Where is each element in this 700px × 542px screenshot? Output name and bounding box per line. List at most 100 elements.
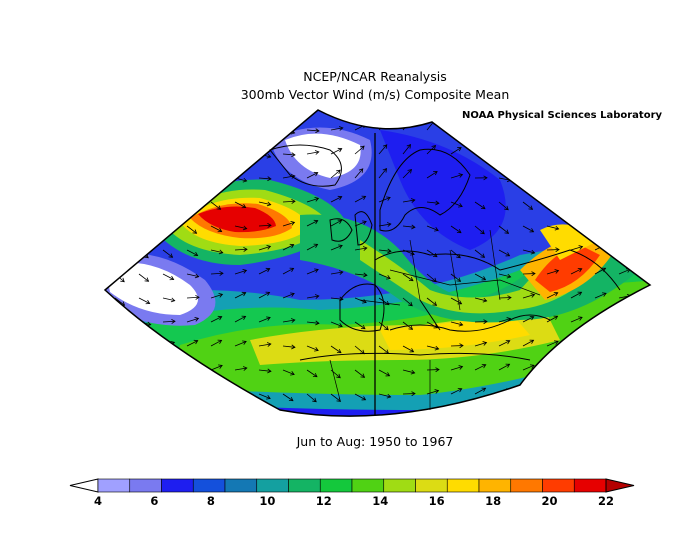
wind-arrow [618,129,631,132]
wind-arrow [570,369,583,372]
colorbar-swatch [351,478,385,493]
colorbar-swatch [161,478,194,493]
wind-arrow [234,269,247,275]
wind-arrow [330,169,341,179]
wind-arrow-head [291,199,296,204]
wind-arrow [474,123,486,131]
wind-arrow-head [529,315,535,321]
wind-arrow-head [219,127,224,133]
wind-arrow [258,224,272,227]
colorbar-swatch [288,478,321,493]
colorbar-min-arrow [69,478,99,493]
wind-arrow-head [338,270,344,275]
colorbar-tick-label: 6 [150,494,158,508]
wind-arrow [114,389,127,395]
wind-arrow [210,272,224,275]
wind-arrow [498,126,511,131]
wind-arrow-head [122,389,128,394]
wind-arrow-head [408,301,413,307]
wind-arrow-head [290,174,296,179]
wind-arrow [426,249,438,258]
wind-arrow [450,321,463,326]
wind-arrow-head [411,224,416,230]
wind-arrow [330,321,343,327]
wind-arrow-head [171,175,176,181]
wind-arrow [450,249,461,258]
wind-arrow-head [505,339,511,345]
wind-arrow-head [123,200,128,206]
wind-arrow [282,221,295,227]
wind-arrow-head [313,171,319,177]
wind-arrow [162,249,173,258]
wind-arrow [186,126,199,131]
wind-arrow-head [601,243,607,249]
wind-arrow [426,273,437,282]
wind-arrow-head [242,366,248,371]
wind-arrow [354,393,366,401]
wind-arrow [210,153,223,157]
wind-arrow-head [362,246,368,251]
wind-arrow [210,225,222,232]
wind-arrow [258,245,271,251]
wind-arrow-head [554,269,560,274]
wind-arrow-head [456,277,462,282]
wind-arrow [354,321,366,330]
wind-arrow-head [362,299,367,304]
wind-arrow-head [337,195,343,201]
wind-arrow [186,317,199,323]
wind-arrow-head [289,243,295,249]
wind-arrow-head [555,392,560,398]
wind-arrow-head [602,292,607,297]
colorbar-tick-label: 18 [485,494,501,508]
wind-arrow-head [314,150,320,155]
wind-arrow-head [266,130,272,135]
wind-arrow-head [145,299,151,305]
wind-arrow [522,249,535,254]
wind-arrow [642,297,650,300]
wind-arrow [618,295,631,299]
wind-arrow [570,316,583,323]
wind-arrow [354,273,367,276]
wind-arrow-head [458,173,464,178]
wind-arrow-head [554,365,560,371]
wind-arrow [546,367,559,371]
wind-arrow [258,317,271,323]
wind-arrow-head [433,171,438,176]
wind-arrow-head [504,205,509,211]
wind-arrow-head [456,253,461,259]
wind-arrow-head [290,292,295,297]
wind-arrow-head [554,154,560,159]
wind-arrow [258,268,270,275]
wind-arrow-head [528,205,534,210]
wind-arrow [570,177,583,180]
wind-arrow-head [410,369,416,375]
wind-arrow-head [314,347,319,352]
colorbar-swatch [383,478,416,493]
wind-arrow-head [387,248,392,254]
wind-arrow-head [457,300,463,305]
wind-arrow-head [217,315,223,321]
wind-arrow [330,127,343,131]
wind-arrow-head [242,154,248,159]
wind-arrow [642,345,650,353]
wind-arrow [282,345,295,348]
wind-arrow-head [169,123,174,128]
wind-arrow-head [577,291,583,296]
period-label: Jun to Aug: 1950 to 1967 [296,434,454,449]
wind-arrow-head [530,249,536,255]
wind-arrow [258,343,271,347]
wind-arrow-head [384,121,389,127]
wind-arrow [186,340,198,347]
colorbar: 4 6 8 10 12 14 16 18 20 22 [69,478,635,508]
wind-arrow [546,340,559,347]
wind-arrow-head [578,341,584,347]
wind-arrow [642,148,650,155]
wind-arrow-head [146,173,152,179]
wind-arrow-head [529,228,535,233]
wind-arrow [330,393,341,402]
wind-arrow [450,388,462,395]
wind-arrow-head [147,343,152,348]
wind-arrow-head [243,247,248,252]
colorbar-swatch [192,478,226,493]
wind-arrow-head [530,364,535,369]
